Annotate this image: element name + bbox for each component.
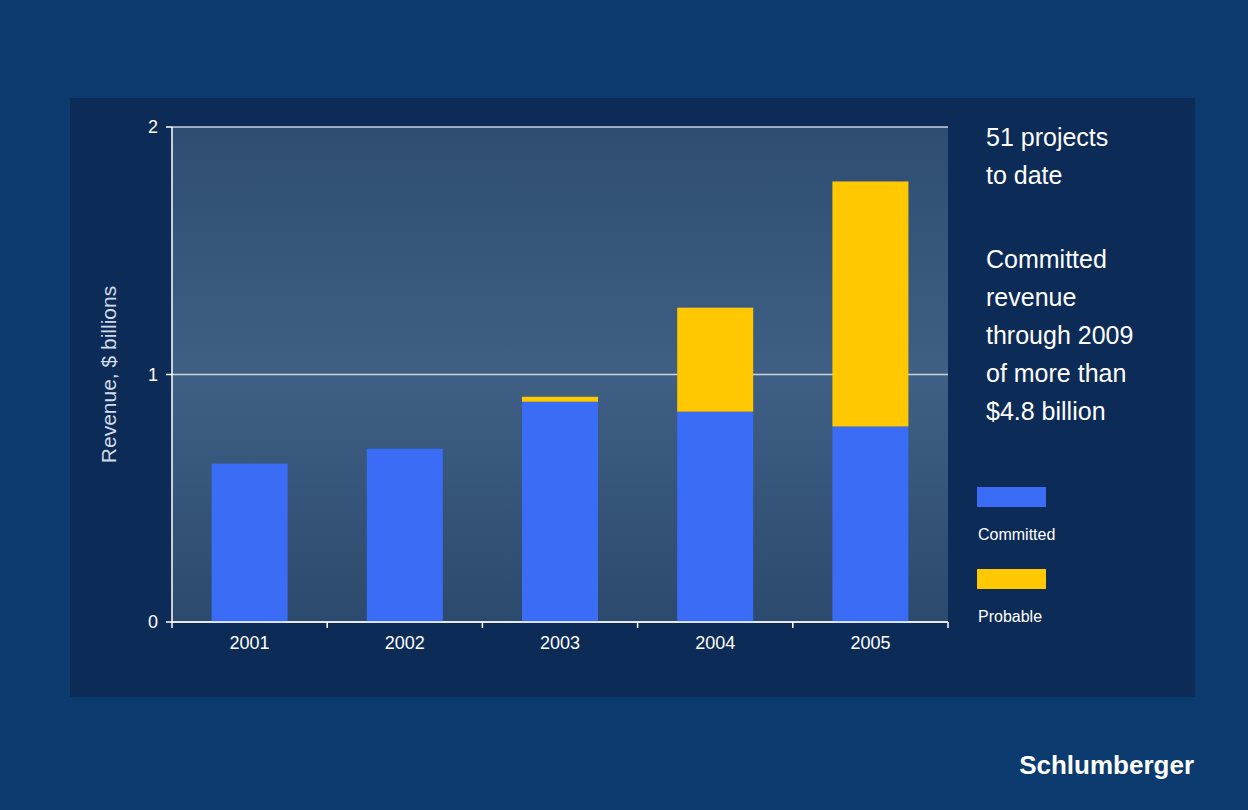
bars — [212, 181, 909, 622]
x-axis — [172, 621, 948, 623]
x-tick-label: 2005 — [850, 633, 890, 653]
bar-segment — [212, 463, 288, 464]
bar-segment — [212, 464, 288, 622]
y-tick — [166, 126, 172, 128]
y-axis — [171, 127, 173, 622]
annotation-line: 51 projects — [986, 123, 1108, 151]
bar-segment — [677, 308, 753, 412]
y-tick-label: 0 — [148, 612, 158, 632]
grid-line — [172, 126, 948, 128]
annotation-line: of more than — [986, 359, 1126, 387]
y-tick — [166, 621, 172, 623]
bar-segment — [677, 412, 753, 622]
bar-segment — [367, 448, 443, 449]
x-tick-label: 2001 — [230, 633, 270, 653]
legend-label: Probable — [978, 608, 1042, 625]
bar-segment — [367, 449, 443, 622]
x-tick-label: 2004 — [695, 633, 735, 653]
annotation-line: to date — [986, 161, 1062, 189]
bar-segment — [522, 397, 598, 402]
bar-segment — [522, 402, 598, 622]
x-tick — [326, 622, 328, 628]
logo: Schlumberger — [1019, 750, 1194, 780]
y-tick — [166, 374, 172, 376]
legend-swatch — [977, 569, 1046, 589]
annotation-line: revenue — [986, 283, 1076, 311]
y-tick-label: 1 — [148, 365, 158, 385]
x-tick — [947, 622, 949, 628]
grid-line — [172, 374, 948, 376]
annotation: 51 projects to date — [986, 123, 1108, 189]
bar-segment — [832, 426, 908, 622]
background — [0, 0, 1248, 810]
annotation-line: through 2009 — [986, 321, 1133, 349]
x-tick — [637, 622, 639, 628]
y-axis-title: Revenue, $ billions — [97, 286, 120, 463]
y-tick-label: 2 — [148, 117, 158, 137]
x-tick — [792, 622, 794, 628]
annotation-line: Committed — [986, 245, 1107, 273]
panel — [70, 98, 1195, 697]
legend-swatch — [977, 487, 1046, 507]
x-tick-label: 2003 — [540, 633, 580, 653]
plot-area — [172, 127, 948, 622]
grid-line — [172, 621, 948, 623]
bar-segment — [832, 181, 908, 426]
x-tick — [171, 622, 173, 628]
legend-label: Committed — [978, 526, 1055, 543]
chart-canvas: 0 1 2 2001 2002 2003 2004 2005 Revenue, $ billio… — [0, 0, 1248, 810]
annotation: Committed revenue through 2009 of more than… — [986, 245, 1133, 425]
annotation-line: $4.8 billion — [986, 397, 1106, 425]
x-tick-label: 2002 — [385, 633, 425, 653]
x-tick — [482, 622, 484, 628]
